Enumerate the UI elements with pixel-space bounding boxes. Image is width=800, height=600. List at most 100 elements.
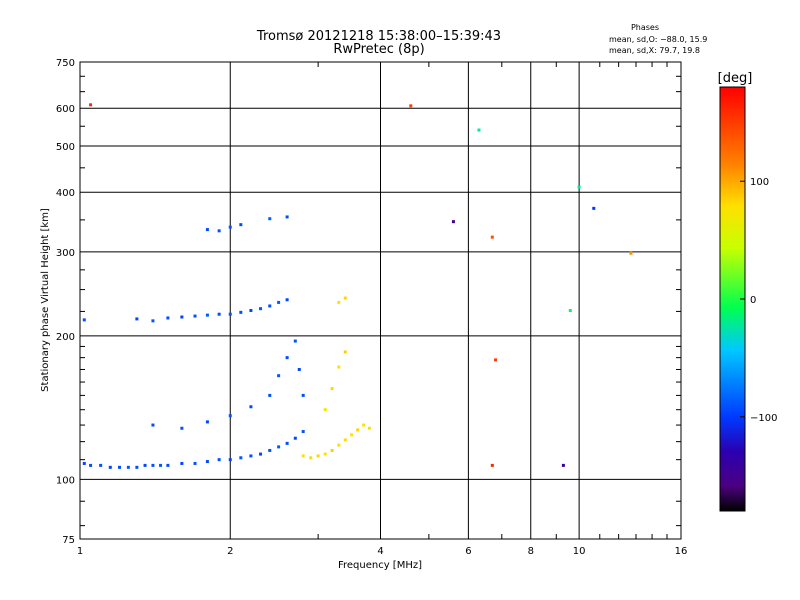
y-axis-label: Stationary phase Virtual Height [km] xyxy=(40,208,51,392)
data-point xyxy=(337,443,341,447)
data-point xyxy=(337,300,341,304)
data-point xyxy=(180,426,184,430)
colorbar-tick-label: 100 xyxy=(750,177,769,188)
data-point xyxy=(330,448,334,452)
data-point xyxy=(301,430,305,434)
x-tick-label: 8 xyxy=(528,546,534,557)
data-point xyxy=(205,420,209,424)
data-point xyxy=(568,308,572,312)
colorbar-tick-label: 0 xyxy=(750,295,756,306)
data-point xyxy=(228,312,232,316)
data-point xyxy=(268,217,272,221)
data-point xyxy=(277,374,281,378)
data-point xyxy=(343,350,347,354)
y-tick-label: 600 xyxy=(56,104,75,115)
data-point xyxy=(166,316,170,320)
phases-o-stats: mean, sd,O: −88.0, 15.9 xyxy=(609,35,707,44)
data-point xyxy=(285,441,289,445)
data-point xyxy=(330,387,334,391)
data-point xyxy=(577,185,581,189)
x-tick-label: 10 xyxy=(573,546,586,557)
y-tick-label: 75 xyxy=(62,535,75,546)
data-point xyxy=(118,465,122,469)
data-point xyxy=(249,405,253,409)
data-point xyxy=(316,454,320,458)
data-point xyxy=(297,367,301,371)
data-point xyxy=(451,220,455,224)
data-point xyxy=(228,225,232,229)
plot-area: 1 2 4 6 8 10 16 75 100 200 300 400 500 600 750 xyxy=(56,58,687,557)
data-point xyxy=(293,436,297,440)
data-point xyxy=(490,235,494,239)
x-tick-label: 4 xyxy=(377,546,383,557)
data-point xyxy=(143,463,147,467)
data-point xyxy=(151,319,155,323)
phases-title: Phases xyxy=(631,23,659,32)
data-point xyxy=(477,128,481,132)
data-point xyxy=(343,438,347,442)
data-point xyxy=(367,426,371,430)
y-tick-label: 100 xyxy=(56,475,75,486)
data-point xyxy=(494,358,498,362)
data-point xyxy=(108,465,112,469)
data-point xyxy=(259,452,263,456)
data-point xyxy=(217,312,221,316)
data-point xyxy=(205,313,209,317)
x-tick-label: 16 xyxy=(675,546,688,557)
colorbar-tick-label: −100 xyxy=(750,413,777,424)
chart-title: Tromsø 20121218 15:38:00–15:39:43 xyxy=(256,29,501,44)
data-point xyxy=(249,454,253,458)
data-point xyxy=(362,423,366,427)
colorbar-ticks: 100 0 −100 xyxy=(740,177,777,424)
y-tick-label: 500 xyxy=(56,142,75,153)
data-point xyxy=(217,458,221,462)
data-point xyxy=(259,307,263,311)
data-point xyxy=(268,304,272,308)
x-tick-label: 6 xyxy=(465,546,471,557)
y-tick-label: 400 xyxy=(56,188,75,199)
data-point xyxy=(228,458,232,462)
x-tick-label: 2 xyxy=(227,546,233,557)
data-point xyxy=(323,408,327,412)
x-tick-label: 1 xyxy=(77,546,83,557)
data-point xyxy=(135,465,139,469)
data-point xyxy=(490,463,494,467)
colorbar: [deg] 100 0 −100 xyxy=(718,71,777,512)
data-point xyxy=(193,314,197,318)
data-point xyxy=(350,433,354,437)
data-point xyxy=(180,461,184,465)
data-point xyxy=(285,298,289,302)
y-tick-label: 750 xyxy=(56,58,75,69)
data-point xyxy=(561,463,565,467)
x-axis-label: Frequency [MHz] xyxy=(338,560,422,571)
data-point xyxy=(285,215,289,219)
data-point xyxy=(356,428,360,432)
data-point xyxy=(239,223,243,227)
y-tick-label: 200 xyxy=(56,332,75,343)
data-point xyxy=(277,300,281,304)
colorbar-label: [deg] xyxy=(718,71,753,86)
data-point xyxy=(277,445,281,449)
data-point xyxy=(249,308,253,312)
y-tick-label: 300 xyxy=(56,248,75,259)
data-point xyxy=(343,296,347,300)
data-point xyxy=(151,463,155,467)
data-point xyxy=(180,315,184,319)
data-point xyxy=(82,318,86,322)
data-point xyxy=(205,228,209,232)
data-point xyxy=(239,456,243,460)
data-point xyxy=(285,356,289,360)
data-point xyxy=(301,454,305,458)
phases-x-stats: mean, sd,X: 79.7, 19.8 xyxy=(609,46,700,55)
data-point xyxy=(159,463,163,467)
data-point xyxy=(82,461,86,465)
data-point xyxy=(193,461,197,465)
data-point xyxy=(592,206,596,210)
data-points xyxy=(82,103,633,469)
data-point xyxy=(629,251,633,255)
data-point xyxy=(99,463,103,467)
data-point xyxy=(301,393,305,397)
data-point xyxy=(293,339,297,343)
chart-subtitle: RwPretec (8p) xyxy=(333,42,424,57)
